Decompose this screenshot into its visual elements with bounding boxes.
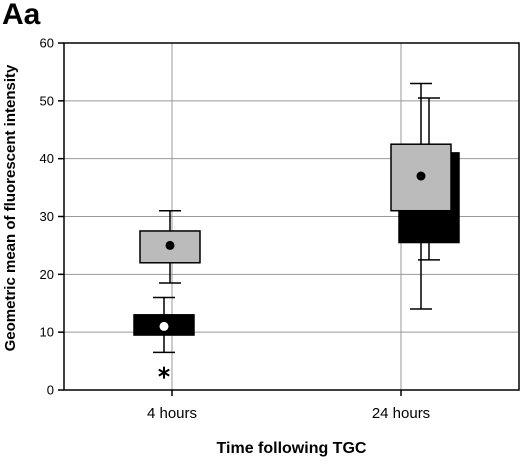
box-group xyxy=(390,82,452,310)
x-axis-label: Time following TGC xyxy=(216,440,367,457)
mean-marker xyxy=(159,321,169,331)
box-group xyxy=(133,296,195,379)
x-tick-label: 24 hours xyxy=(372,405,430,422)
outlier-stroke xyxy=(158,368,170,377)
mean-marker xyxy=(416,171,426,181)
y-tick-label: 30 xyxy=(40,209,54,224)
mean-marker xyxy=(165,240,175,250)
y-tick-label: 40 xyxy=(40,151,54,166)
axis-ticks: 0 10 20 30 40 50 60 4 hours 24 hours xyxy=(40,36,431,423)
boxes xyxy=(133,82,460,379)
panel-label: Aa xyxy=(2,0,41,31)
box-group xyxy=(139,209,201,284)
y-tick-label: 20 xyxy=(40,267,54,282)
y-tick-label: 0 xyxy=(47,383,54,398)
x-tick-label: 4 hours xyxy=(147,405,197,422)
outlier-marker xyxy=(158,366,170,379)
y-tick-label: 50 xyxy=(40,93,54,108)
y-tick-label: 10 xyxy=(40,325,54,340)
y-tick-label: 60 xyxy=(40,36,54,51)
